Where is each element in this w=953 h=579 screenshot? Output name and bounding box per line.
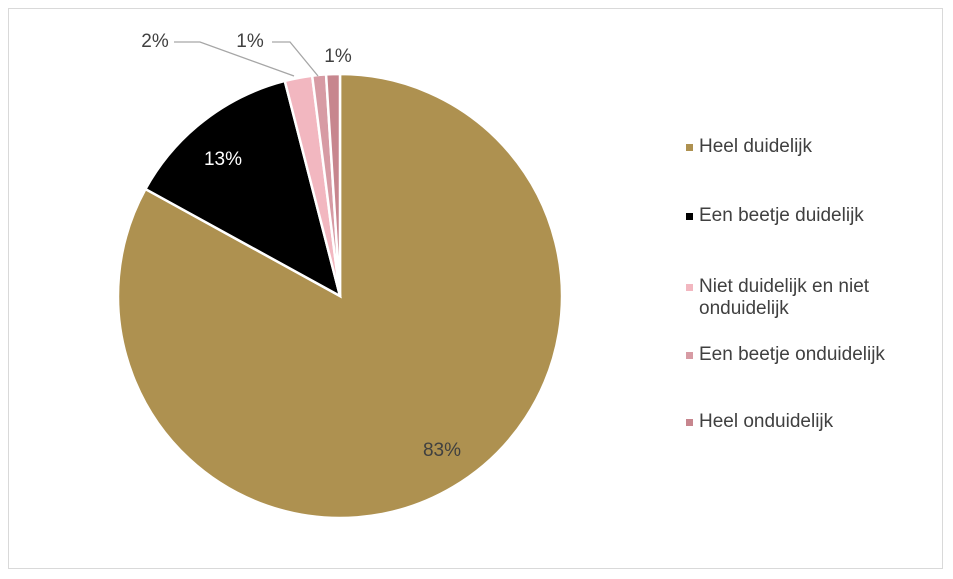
legend-label: Heel onduidelijk — [699, 411, 834, 432]
legend-swatch — [686, 352, 693, 359]
legend-swatch — [686, 419, 693, 426]
pie-slice-heel-duidelijk — [116, 72, 564, 520]
data-label: 1% — [324, 46, 352, 67]
pie-slices — [116, 72, 564, 520]
legend-label: Heel duidelijk — [699, 136, 813, 157]
legend-item-een-beetje-onduidelijk: Een beetje onduidelijk — [686, 344, 885, 366]
legend-item-niet-duidelijk-en-niet-onduidelijk: Niet duidelijk en niet onduidelijk — [686, 276, 924, 320]
data-label: 13% — [204, 149, 242, 170]
leader-lines — [174, 41, 319, 77]
pie-slice-een-beetje-duidelijk — [143, 79, 342, 299]
data-label: 1% — [236, 31, 264, 52]
data-labels: 83% 13% 2% 1% 1% — [141, 31, 461, 461]
data-label: 2% — [141, 31, 169, 52]
legend: Heel duidelijk Een beetje duidelijk Niet… — [686, 0, 951, 579]
legend-item-heel-onduidelijk: Heel onduidelijk — [686, 411, 833, 433]
legend-item-heel-duidelijk: Heel duidelijk — [686, 136, 812, 158]
pie-slice-heel-onduidelijk — [324, 72, 342, 297]
legend-swatch — [686, 144, 693, 151]
leader-line — [174, 41, 295, 77]
legend-label: Een beetje onduidelijk — [699, 344, 885, 365]
data-label: 83% — [423, 440, 461, 461]
leader-line — [272, 41, 319, 77]
legend-label: Een beetje duidelijk — [699, 205, 864, 226]
legend-swatch — [686, 213, 693, 220]
legend-item-een-beetje-duidelijk: Een beetje duidelijk — [686, 205, 864, 227]
legend-swatch — [686, 284, 693, 291]
legend-label: Niet duidelijk en niet onduidelijk — [699, 276, 870, 319]
